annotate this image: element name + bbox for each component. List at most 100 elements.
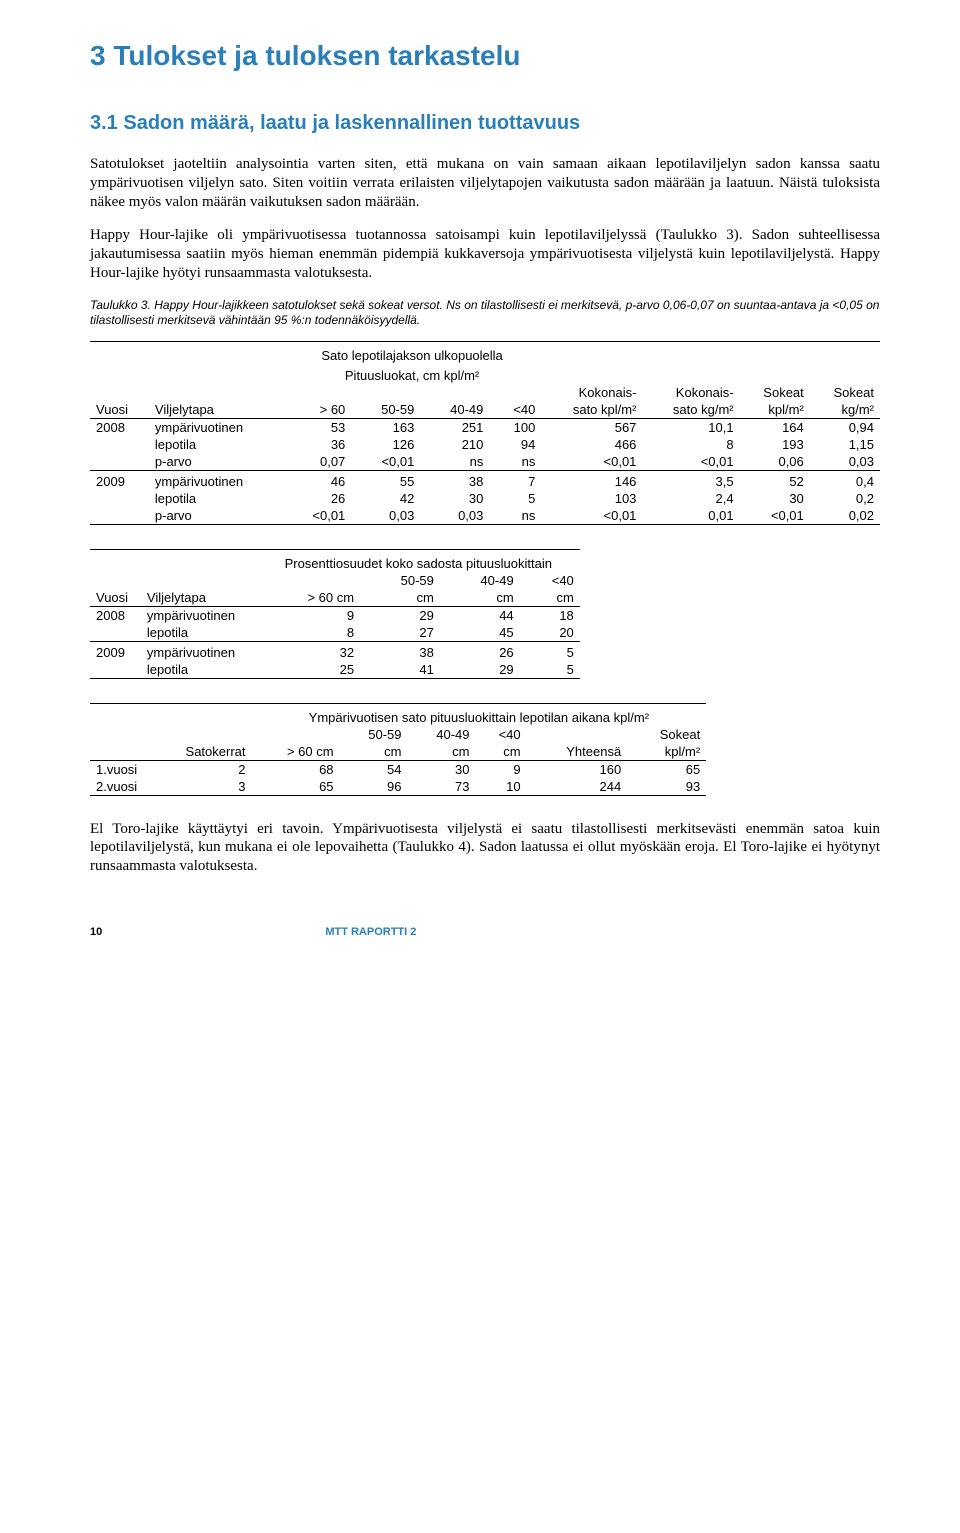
table-cell: 29: [360, 606, 440, 624]
table-cell: 65: [252, 778, 340, 796]
table-cell: 146: [541, 473, 642, 490]
table-cell: 251: [420, 418, 489, 436]
table-cell: 5: [520, 661, 580, 679]
t2-hh5: cm: [520, 589, 580, 607]
t1-hh4: 40-49: [420, 401, 489, 419]
table-cell: 38: [360, 644, 440, 661]
table-cell: 2009: [90, 473, 149, 490]
t1-h9: Sokeat: [810, 384, 880, 401]
table-cell: 2.vuosi: [90, 778, 159, 796]
t3-h3a: 50-59: [340, 726, 408, 743]
table-cell: 0,03: [420, 507, 489, 525]
table-cell: lepotila: [141, 661, 257, 679]
table-cell: 10,1: [642, 418, 739, 436]
table-cell: 0,94: [810, 418, 880, 436]
table-cell: 46: [283, 473, 352, 490]
table-cell: 1.vuosi: [90, 760, 159, 778]
t1-hh6: sato kpl/m²: [541, 401, 642, 419]
table-cell: <0,01: [351, 453, 420, 471]
t1-supertitle2: Pituusluokat, cm kpl/m²: [283, 364, 542, 384]
t1-h3: [351, 384, 420, 401]
t2-hh2: > 60 cm: [257, 589, 360, 607]
t2-h3a: 50-59: [360, 572, 440, 589]
table-cell: 73: [408, 778, 476, 796]
table-cell: 7: [489, 473, 541, 490]
table-cell: 41: [360, 661, 440, 679]
table-cell: 94: [489, 436, 541, 453]
table-cell: [90, 507, 149, 525]
t1-hh3: 50-59: [351, 401, 420, 419]
table-cell: ympärivuotinen: [141, 606, 257, 624]
table-cell: lepotila: [149, 436, 283, 453]
table-cell: 30: [408, 760, 476, 778]
t1-h0: [90, 384, 149, 401]
table-cell: [90, 661, 141, 679]
table-cell: 3,5: [642, 473, 739, 490]
table-cell: [90, 490, 149, 507]
t1-hh1: Viljelytapa: [149, 401, 283, 419]
table-cell: 103: [541, 490, 642, 507]
page-number: 10: [90, 926, 102, 938]
table-cell: <0,01: [541, 507, 642, 525]
t3-hh4: cm: [408, 743, 476, 761]
t1-hh9: kg/m²: [810, 401, 880, 419]
table-cell: 126: [351, 436, 420, 453]
table-cell: 5: [520, 644, 580, 661]
table-cell: 44: [440, 606, 520, 624]
table-cell: 160: [527, 760, 628, 778]
table-cell: 27: [360, 624, 440, 642]
t1-hh2: > 60: [283, 401, 352, 419]
table-cell: 244: [527, 778, 628, 796]
table-cell: 30: [740, 490, 810, 507]
t3-hh7: kpl/m²: [627, 743, 706, 761]
table-cell: p-arvo: [149, 507, 283, 525]
table-cell: 10: [475, 778, 526, 796]
table-cell: 1,15: [810, 436, 880, 453]
table-cell: <0,01: [541, 453, 642, 471]
table-cell: <0,01: [642, 453, 739, 471]
table-cell: 54: [340, 760, 408, 778]
table-cell: 32: [257, 644, 360, 661]
table-cell: 93: [627, 778, 706, 796]
table-cell: 20: [520, 624, 580, 642]
table-cell: 68: [252, 760, 340, 778]
table-cell: 0,2: [810, 490, 880, 507]
table-cell: 55: [351, 473, 420, 490]
t3-supertitle: Ympärivuotisen sato pituusluokittain lep…: [252, 706, 707, 726]
table-cell: ympärivuotinen: [141, 644, 257, 661]
table-cell: [90, 624, 141, 642]
t2-supertitle: Prosenttiosuudet koko sadosta pituusluok…: [257, 552, 580, 572]
table-caption: Taulukko 3. Happy Hour-lajikkeen satotul…: [90, 298, 880, 329]
table-cell: <0,01: [740, 507, 810, 525]
table-cell: [90, 453, 149, 471]
table-cell: 0,07: [283, 453, 352, 471]
table-cell: 26: [283, 490, 352, 507]
t1-h6: Kokonais-: [541, 384, 642, 401]
t3-h4a: 40-49: [408, 726, 476, 743]
t1-h7: Kokonais-: [642, 384, 739, 401]
t1-hh8: kpl/m²: [740, 401, 810, 419]
table-cell: 45: [440, 624, 520, 642]
table-cell: 0,01: [642, 507, 739, 525]
table-cell: 0,4: [810, 473, 880, 490]
table-cell: 567: [541, 418, 642, 436]
table-cell: ns: [489, 453, 541, 471]
t1-h1: [149, 384, 283, 401]
t1-hh0: Vuosi: [90, 401, 149, 419]
t3-hh3: cm: [340, 743, 408, 761]
table-cell: 2008: [90, 418, 149, 436]
table-cell: <0,01: [283, 507, 352, 525]
t2-hh3: cm: [360, 589, 440, 607]
page-container: 3 Tulokset ja tuloksen tarkastelu 3.1 Sa…: [0, 0, 960, 968]
table-cell: 65: [627, 760, 706, 778]
table-cell: 52: [740, 473, 810, 490]
t3-h5a: <40: [475, 726, 526, 743]
table-ymparivuotisen: Ympärivuotisen sato pituusluokittain lep…: [90, 703, 706, 798]
sub-heading: 3.1 Sadon määrä, laatu ja laskennallinen…: [90, 112, 880, 135]
t1-h8: Sokeat: [740, 384, 810, 401]
table-cell: 96: [340, 778, 408, 796]
table-cell: 9: [475, 760, 526, 778]
table-cell: 36: [283, 436, 352, 453]
t1-hh5: <40: [489, 401, 541, 419]
table-cell: 25: [257, 661, 360, 679]
